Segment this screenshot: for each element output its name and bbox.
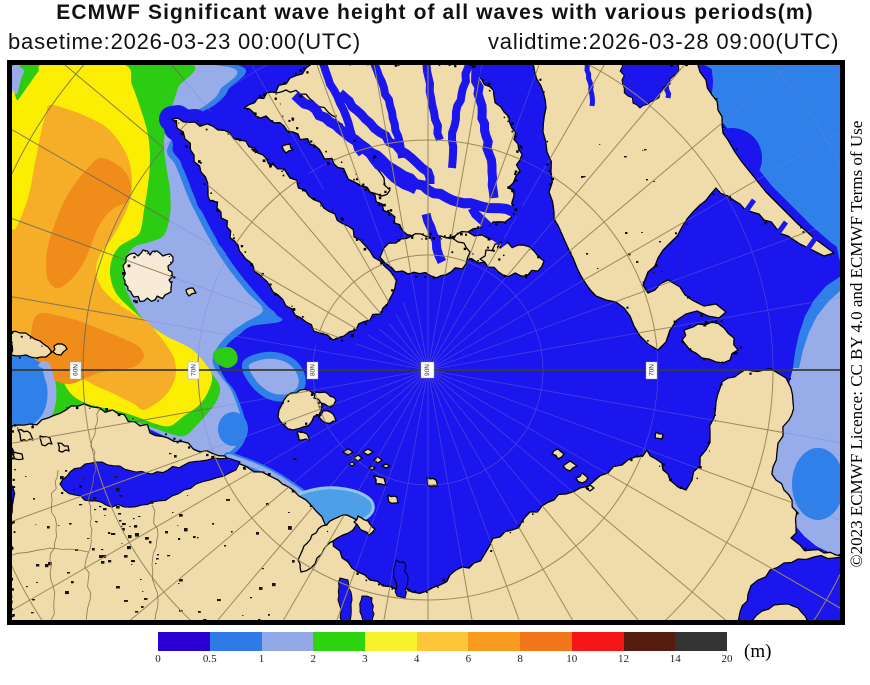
svg-text:60N: 60N: [73, 364, 80, 376]
svg-text:80N: 80N: [310, 364, 317, 376]
svg-text:70N: 70N: [649, 364, 656, 376]
svg-text:70N: 70N: [191, 364, 198, 376]
svg-text:90N: 90N: [424, 364, 431, 376]
